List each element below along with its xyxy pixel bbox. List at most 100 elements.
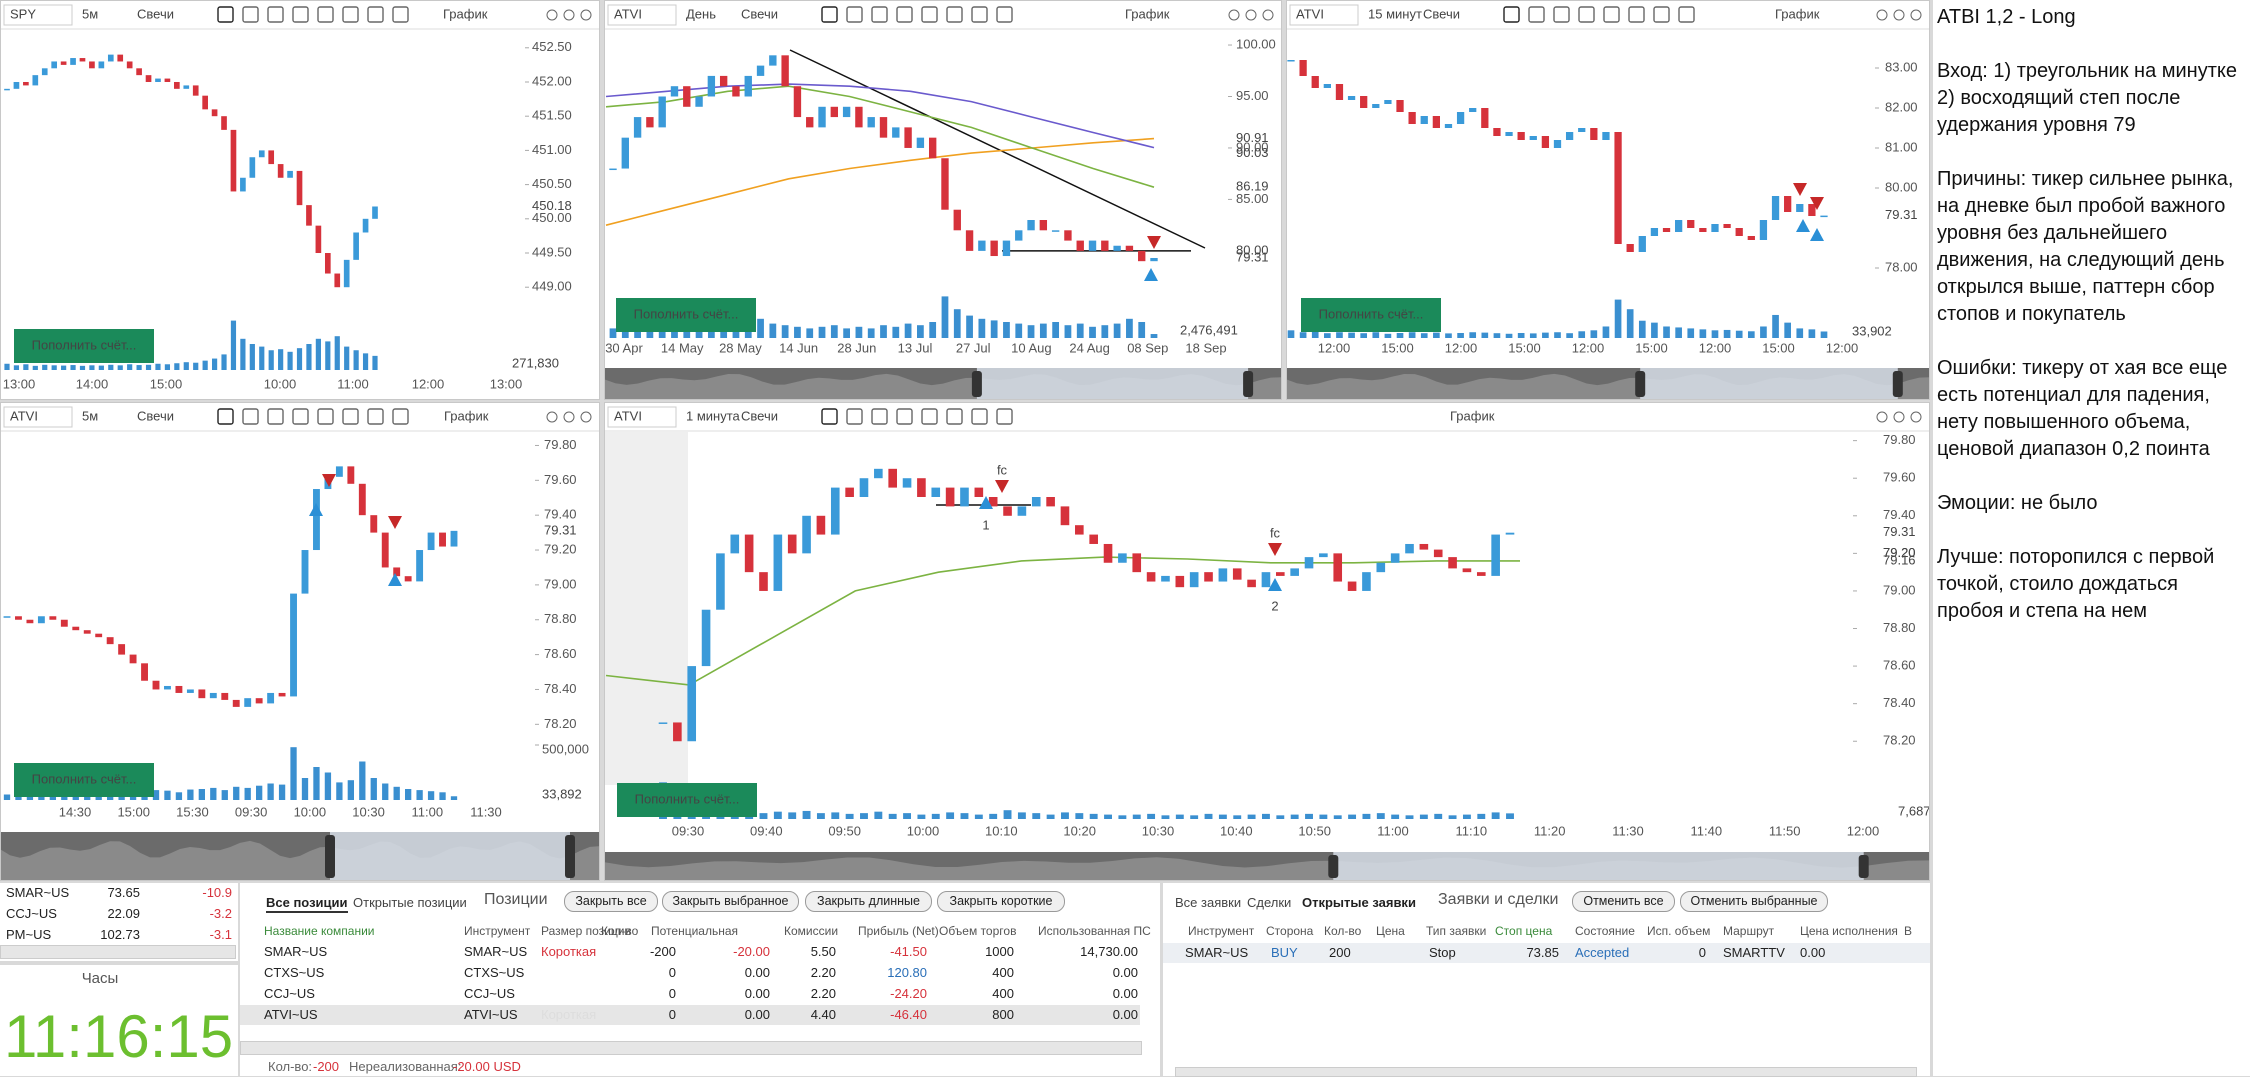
tool-icon[interactable]	[242, 408, 259, 425]
interval[interactable]: День	[686, 6, 716, 21]
candle	[427, 532, 435, 551]
header-icon[interactable]	[1245, 9, 1257, 21]
tool-icon[interactable]	[821, 408, 838, 425]
header-icon[interactable]	[1876, 411, 1888, 423]
tool-icon[interactable]	[896, 6, 913, 23]
tool-icon[interactable]	[821, 6, 838, 23]
tool-icon[interactable]	[846, 6, 863, 23]
tool-icon[interactable]	[946, 6, 963, 23]
deposit-button-label[interactable]: Пополнить счёт...	[635, 791, 740, 806]
tool-icon[interactable]	[392, 6, 409, 23]
tool-icon[interactable]	[217, 408, 234, 425]
tool-icon[interactable]	[1653, 6, 1670, 23]
tool-icon[interactable]	[392, 408, 409, 425]
tool-icon[interactable]	[1528, 6, 1545, 23]
button[interactable]: Закрыть длинные	[805, 891, 932, 912]
tool-icon[interactable]	[971, 6, 988, 23]
tool-icon[interactable]	[896, 408, 913, 425]
tool-icon[interactable]	[1603, 6, 1620, 23]
navigator-handle[interactable]	[565, 835, 575, 878]
tool-icon[interactable]	[1628, 6, 1645, 23]
deposit-button-label[interactable]: Пополнить счёт...	[1319, 306, 1424, 321]
tab[interactable]: Все позиции	[266, 895, 348, 913]
tab[interactable]: Сделки	[1247, 895, 1292, 910]
chart-style[interactable]: Свечи	[137, 6, 174, 21]
tab[interactable]: Все заявки	[1175, 895, 1242, 910]
deposit-button[interactable]	[616, 298, 756, 332]
interval[interactable]: 15 минут	[1368, 6, 1422, 21]
header-icon[interactable]	[1876, 9, 1888, 21]
tab[interactable]: Открытые заявки	[1302, 895, 1416, 910]
chart-style[interactable]: Свечи	[1423, 6, 1460, 21]
header-icon[interactable]	[546, 9, 558, 21]
tool-icon[interactable]	[367, 408, 384, 425]
time-label: 09:50	[828, 823, 861, 838]
tool-icon[interactable]	[921, 6, 938, 23]
chart-style[interactable]: Свечи	[741, 6, 778, 21]
tool-icon[interactable]	[342, 408, 359, 425]
header-icon[interactable]	[1893, 9, 1905, 21]
tool-icon[interactable]	[1678, 6, 1695, 23]
deposit-button-label[interactable]: Пополнить счёт...	[32, 771, 137, 786]
tool-icon[interactable]	[846, 408, 863, 425]
navigator-handle[interactable]	[1328, 855, 1339, 878]
header-icon[interactable]	[1893, 411, 1905, 423]
tool-icon[interactable]	[292, 408, 309, 425]
tool-icon[interactable]	[242, 6, 259, 23]
chart-style[interactable]: Свечи	[741, 408, 778, 423]
cell: 0.00	[1112, 986, 1138, 1001]
y-tick-label: 79.20	[1883, 545, 1916, 560]
chart-style[interactable]: Свечи	[137, 408, 174, 423]
deposit-button-label[interactable]: Пополнить счёт...	[634, 306, 739, 321]
tab[interactable]: Открытые позиции	[353, 895, 467, 910]
deposit-button[interactable]	[617, 783, 757, 817]
button[interactable]: Закрыть выбранное	[662, 891, 799, 912]
header-icon[interactable]	[546, 411, 558, 423]
button[interactable]: Закрыть все	[564, 891, 658, 912]
interval[interactable]: 5м	[82, 408, 98, 423]
interval[interactable]: 5м	[82, 6, 98, 21]
tool-icon[interactable]	[871, 408, 888, 425]
navigator-handle[interactable]	[325, 835, 335, 878]
header-icon[interactable]	[580, 9, 592, 21]
button[interactable]: Отменить все	[1572, 891, 1675, 912]
tool-icon[interactable]	[367, 6, 384, 23]
deposit-button[interactable]	[14, 763, 154, 797]
tool-icon[interactable]	[971, 408, 988, 425]
tool-icon[interactable]	[317, 408, 334, 425]
deposit-button-label[interactable]: Пополнить счёт...	[32, 337, 137, 352]
tool-icon[interactable]	[1578, 6, 1595, 23]
deposit-button[interactable]	[14, 329, 154, 363]
candle	[198, 689, 206, 699]
notes: ATBI 1,2 - Long Вход: 1) треугольник на …	[1933, 0, 2250, 1076]
tool-icon[interactable]	[996, 408, 1013, 425]
tool-icon[interactable]	[921, 408, 938, 425]
interval[interactable]: 1 минута	[686, 408, 741, 423]
tool-icon[interactable]	[217, 6, 234, 23]
tool-icon[interactable]	[267, 408, 284, 425]
navigator-handle[interactable]	[1892, 371, 1903, 397]
navigator-handle[interactable]	[1858, 855, 1869, 878]
deposit-button[interactable]	[1301, 298, 1441, 332]
header-icon[interactable]	[563, 411, 575, 423]
navigator-handle[interactable]	[1635, 371, 1646, 397]
tool-icon[interactable]	[292, 6, 309, 23]
button[interactable]: Закрыть короткие	[937, 891, 1065, 912]
tool-icon[interactable]	[1553, 6, 1570, 23]
tool-icon[interactable]	[996, 6, 1013, 23]
tool-icon[interactable]	[1503, 6, 1520, 23]
header-icon[interactable]	[1228, 9, 1240, 21]
tool-icon[interactable]	[871, 6, 888, 23]
header-icon[interactable]	[1910, 9, 1922, 21]
tool-icon[interactable]	[317, 6, 334, 23]
tool-icon[interactable]	[342, 6, 359, 23]
navigator-handle[interactable]	[971, 371, 982, 397]
tool-icon[interactable]	[267, 6, 284, 23]
header-icon[interactable]	[563, 9, 575, 21]
tool-icon[interactable]	[946, 408, 963, 425]
header-icon[interactable]	[1262, 9, 1274, 21]
navigator-handle[interactable]	[1243, 371, 1254, 397]
button[interactable]: Отменить выбранные	[1680, 891, 1828, 912]
header-icon[interactable]	[1910, 411, 1922, 423]
header-icon[interactable]	[580, 411, 592, 423]
